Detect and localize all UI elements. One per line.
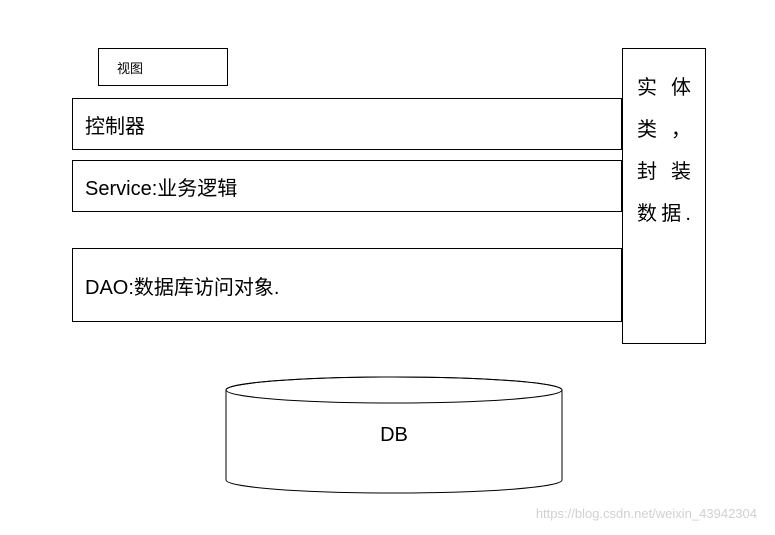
db-cylinder: DB <box>224 376 564 494</box>
controller-layer-box: 控制器 <box>72 98 622 150</box>
db-label: DB <box>224 424 564 447</box>
watermark-text: https://blog.csdn.net/weixin_43942304 <box>536 506 757 521</box>
entity-sidebar-label: 实体类，封装数据. <box>637 77 691 225</box>
architecture-diagram: 视图 控制器 Service:业务逻辑 DAO:数据库访问对象. 实体类，封装数… <box>0 0 775 535</box>
dao-layer-label: DAO:数据库访问对象. <box>85 271 279 300</box>
entity-sidebar-box: 实体类，封装数据. <box>622 48 706 344</box>
view-layer-label: 视图 <box>117 58 143 77</box>
view-layer-box: 视图 <box>98 48 228 86</box>
service-layer-box: Service:业务逻辑 <box>72 160 622 212</box>
service-layer-label: Service:业务逻辑 <box>85 172 237 201</box>
dao-layer-box: DAO:数据库访问对象. <box>72 248 622 322</box>
controller-layer-label: 控制器 <box>85 110 145 139</box>
